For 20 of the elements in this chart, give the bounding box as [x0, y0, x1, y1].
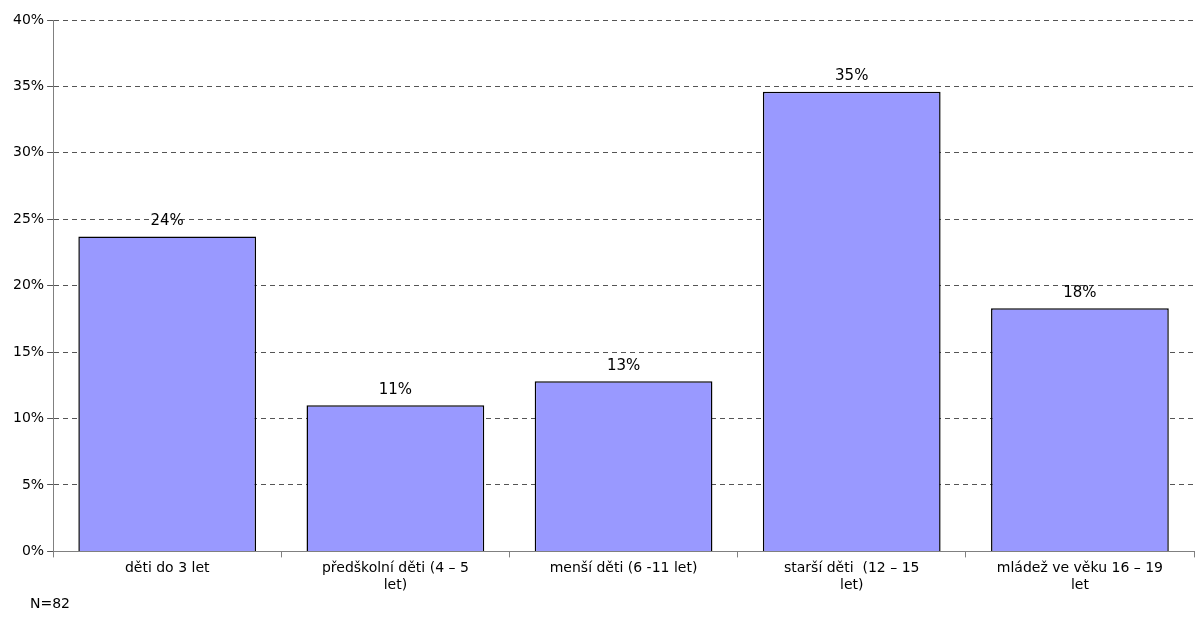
- y-tick-label: 30%: [12, 143, 45, 160]
- data-label: 35%: [835, 66, 869, 85]
- x-tick-label: menší děti (6 -11 let): [549, 559, 698, 576]
- y-tick-label: 10%: [12, 409, 45, 426]
- x-tick-label: děti do 3 let: [124, 559, 210, 576]
- y-tick-label: 5%: [21, 475, 45, 492]
- text: N=82: [30, 595, 71, 611]
- x-tick-label: starší děti (12 – 15 let): [783, 559, 920, 593]
- y-tick-label: 20%: [12, 276, 45, 293]
- y-tick-label: 40%: [12, 10, 45, 27]
- x-tick-label: mládež ve věku 16 – 19 let: [996, 559, 1164, 593]
- y-tick-label: 15%: [12, 342, 45, 359]
- data-label: 11%: [378, 379, 413, 398]
- data-label: 13%: [606, 355, 641, 374]
- y-tick-label: 35%: [12, 77, 45, 94]
- data-label: 18%: [1063, 282, 1097, 301]
- x-tick-label: předškolní děti (4 – 5 let): [321, 559, 469, 593]
- y-tick-label: 25%: [12, 209, 45, 226]
- y-tick-label: 0%: [21, 542, 45, 559]
- data-label: 24%: [150, 210, 184, 229]
